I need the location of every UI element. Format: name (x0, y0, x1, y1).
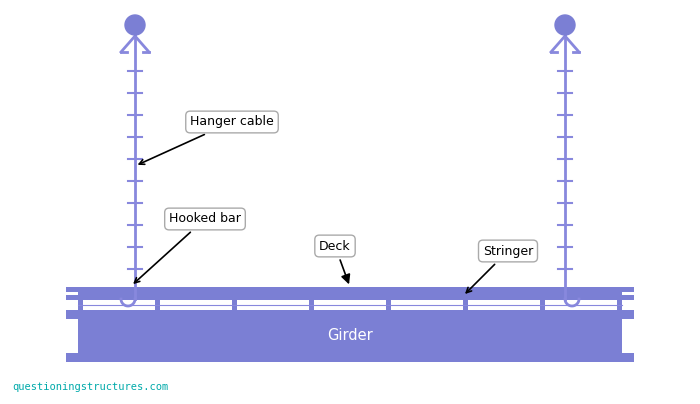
Bar (155, 300, 160, 310)
Circle shape (555, 15, 575, 35)
Bar (78, 287, 622, 300)
Bar (540, 300, 545, 310)
Text: Girder: Girder (327, 328, 373, 343)
Text: Stringer: Stringer (466, 244, 533, 293)
Bar (309, 300, 314, 310)
Bar (66, 295, 634, 300)
Text: questioningstructures.com: questioningstructures.com (12, 382, 168, 392)
Bar (617, 300, 622, 310)
Bar (66, 310, 634, 319)
Bar (78, 300, 83, 310)
Bar (66, 353, 634, 362)
Circle shape (125, 15, 145, 35)
Bar (66, 287, 634, 292)
Text: Deck: Deck (319, 240, 351, 283)
Bar (78, 310, 622, 362)
Bar (232, 300, 237, 310)
Text: Hooked bar: Hooked bar (134, 213, 241, 283)
Bar (386, 300, 391, 310)
Bar (463, 300, 468, 310)
Text: Hanger cable: Hanger cable (139, 116, 274, 164)
